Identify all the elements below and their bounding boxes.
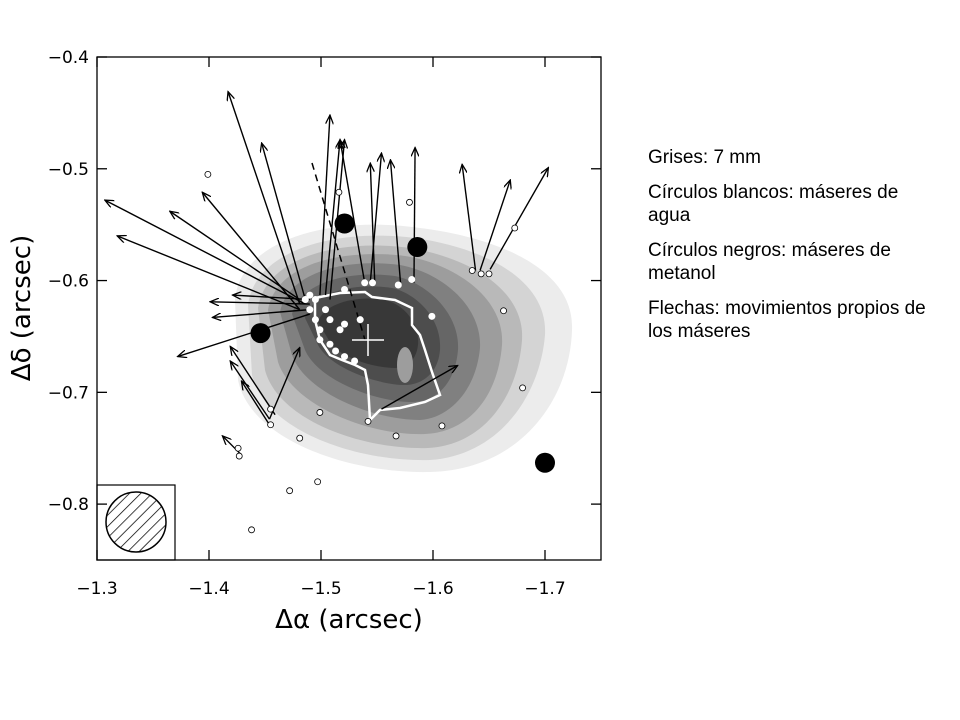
y-tick-label: −0.5 (48, 160, 89, 180)
water-maser (316, 336, 324, 344)
proper-motion-arrow (381, 366, 457, 410)
proper-motion-arrow (105, 200, 306, 305)
proper-motion-arrow (210, 302, 310, 304)
water-maser-open (477, 270, 485, 278)
beam (105, 491, 167, 553)
water-maser-open (235, 452, 243, 460)
water-maser (341, 320, 349, 328)
water-maser-open (485, 270, 493, 278)
proper-motion-arrow (241, 381, 271, 426)
water-maser (316, 326, 324, 334)
plot-frame (96, 56, 602, 561)
water-maser-open (296, 434, 304, 442)
x-tick-label: −1.7 (524, 579, 565, 599)
proper-motion-arrow (340, 140, 366, 283)
proper-motion-arrow (414, 148, 415, 283)
water-maser (336, 326, 344, 334)
water-maser-open (316, 409, 324, 416)
x-tick-label: −1.5 (300, 579, 341, 599)
water-maser (341, 353, 349, 361)
proper-motion-arrow (233, 295, 310, 301)
y-tick-label: −0.4 (48, 48, 89, 68)
y-tick-label: −0.6 (48, 272, 89, 292)
water-maser-open (511, 224, 519, 232)
proper-motion-arrow (489, 168, 548, 270)
water-maser-open (438, 422, 446, 430)
proper-motion-arrow (390, 160, 402, 283)
water-maser (341, 285, 349, 293)
water-maser-open (286, 487, 294, 495)
water-maser-open (234, 444, 242, 452)
caption-line: Círculos blancos: máseres de agua (648, 182, 899, 226)
proper-motion-arrow (230, 347, 276, 416)
methanol-maser (334, 213, 355, 234)
water-maser (306, 306, 314, 314)
caption-line: Grises: 7 mm (648, 147, 761, 168)
water-maser-open (468, 267, 476, 274)
water-maser-open (248, 526, 255, 534)
proper-motion-arrow (178, 313, 311, 356)
methanol-maser (250, 323, 271, 344)
water-maser-open (335, 188, 343, 196)
water-maser (356, 316, 364, 324)
water-maser-open (314, 478, 322, 486)
y-tick-label: −0.8 (48, 495, 89, 515)
water-maser (408, 275, 416, 283)
water-maser (428, 312, 436, 320)
y-tick-label: −0.7 (48, 383, 89, 403)
caption-line: Flechas: movimientos propios de los máse… (648, 298, 926, 342)
proper-motion-arrow (230, 361, 271, 420)
water-maser (321, 306, 329, 314)
water-maser-open (500, 307, 507, 315)
y-axis-label: Δδ (arcsec) (7, 235, 37, 381)
water-maser-open (364, 417, 372, 425)
water-maser (311, 296, 319, 304)
proper-motion-arrow (479, 180, 510, 271)
caption: Grises: 7 mm Círculos blancos: máseres de… (648, 146, 938, 355)
water-maser (351, 357, 359, 365)
water-maser-open (267, 405, 275, 413)
proper-motion-arrow (324, 140, 340, 296)
water-maser-open (392, 432, 400, 440)
water-maser (306, 291, 314, 299)
proper-motion-arrow (212, 308, 310, 318)
chart: Δα (arcsec) Δδ (arcsec) −1.3 −1.4 −1.5 −1.6… (7, 48, 602, 635)
proper-motion-arrow (202, 192, 301, 311)
proper-motion-arrow (170, 211, 301, 301)
water-maser (332, 347, 340, 355)
methanol-maser (535, 452, 555, 473)
water-maser-open (406, 198, 413, 206)
caption-line: Círculos negros: máseres de metanol (648, 240, 891, 284)
proper-motion-arrow (319, 115, 330, 296)
methanol-maser (407, 237, 428, 258)
water-maser-open (204, 170, 212, 178)
proper-motion-arrow (262, 143, 306, 300)
water-maser-open (267, 421, 275, 429)
water-maser (361, 279, 369, 287)
emission-contours (235, 162, 573, 473)
proper-motion-arrow (228, 92, 301, 305)
water-maser (394, 281, 402, 289)
water-maser (301, 296, 309, 304)
water-maser (326, 340, 334, 348)
water-maser (369, 279, 377, 287)
water-maser (311, 316, 319, 324)
proper-motion-arrow (268, 348, 299, 420)
proper-motion-arrow (462, 164, 477, 271)
x-axis-label: Δα (arcsec) (275, 605, 423, 635)
x-tick-label: −1.3 (76, 579, 117, 599)
proper-motion-arrow (369, 153, 381, 283)
proper-motion-arrow (370, 163, 376, 283)
water-maser (326, 316, 334, 324)
x-tick-label: −1.6 (412, 579, 453, 599)
x-tick-label: −1.4 (188, 579, 229, 599)
water-maser-open (519, 384, 526, 392)
